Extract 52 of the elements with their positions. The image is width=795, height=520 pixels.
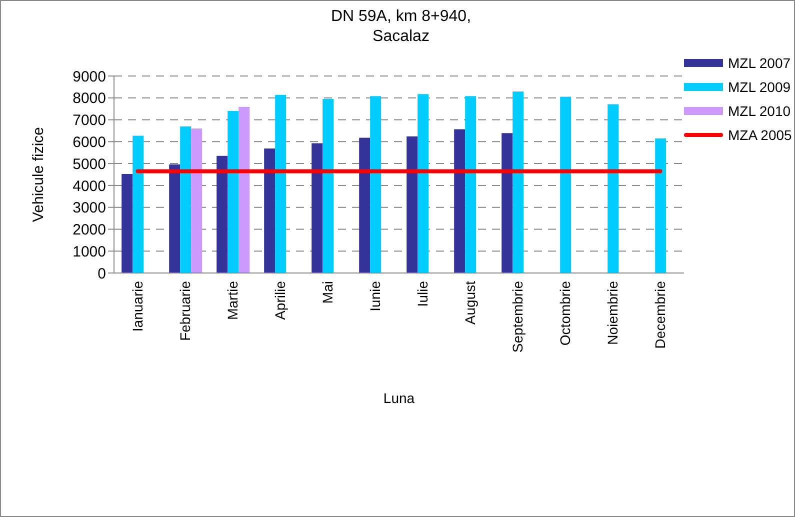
y-tick-label: 4000	[72, 178, 106, 195]
bar	[512, 92, 524, 273]
y-tick-label: 3000	[72, 200, 106, 217]
y-tick-label: 6000	[72, 134, 106, 151]
bar	[238, 106, 250, 273]
x-tick-label: Iunie	[367, 280, 384, 312]
bar	[370, 96, 382, 273]
bar	[312, 143, 323, 273]
y-tick-label: 9000	[72, 68, 106, 86]
bar	[275, 94, 286, 273]
bar	[560, 96, 572, 273]
x-tick-label: Octombrie	[557, 280, 574, 346]
x-tick-label: August	[462, 280, 478, 325]
y-tick-label: 1000	[72, 243, 106, 260]
bar	[191, 128, 202, 273]
x-tick-label: Martie	[224, 280, 241, 320]
x-tick-label: Noiembrie	[604, 280, 621, 345]
y-tick-label: 2000	[72, 222, 106, 239]
bar	[122, 174, 133, 273]
bar	[608, 104, 619, 273]
x-tick-label: Ianuarie	[130, 280, 146, 332]
y-tick-label: 5000	[72, 156, 106, 173]
x-tick-label: Iulie	[414, 280, 431, 307]
bar	[465, 96, 476, 273]
y-tick-label: 8000	[72, 90, 106, 108]
bar	[454, 129, 466, 273]
bar	[228, 111, 239, 273]
bar	[359, 138, 370, 273]
legend-label: MZL 2007	[728, 55, 791, 71]
y-axis-title: Vehicule fizice	[30, 126, 47, 222]
legend-label: MZL 2009	[728, 79, 791, 95]
bar	[132, 136, 144, 273]
legend-label: MZA 2005	[728, 127, 792, 143]
x-axis-title: Luna	[383, 390, 415, 406]
bar	[502, 133, 513, 273]
chart-title: DN 59A, km 8+940, Sacalaz	[330, 7, 472, 47]
legend-label: MZL 2010	[728, 103, 791, 119]
x-tick-label: Aprilie	[272, 280, 288, 320]
y-tick-label: 7000	[72, 112, 106, 130]
bar	[655, 138, 666, 273]
x-tick-label: Mai	[320, 281, 336, 304]
x-tick-label: Septembrie	[510, 280, 526, 353]
bar	[406, 136, 418, 273]
bar	[418, 94, 429, 273]
x-tick-label: Decembrie	[652, 280, 668, 349]
x-tick-label: Februarie	[177, 280, 194, 341]
bar	[216, 156, 228, 273]
bar	[180, 126, 192, 273]
bar	[264, 148, 276, 273]
bar	[322, 98, 334, 273]
bar	[169, 164, 180, 273]
y-tick-label: 0	[98, 265, 106, 282]
